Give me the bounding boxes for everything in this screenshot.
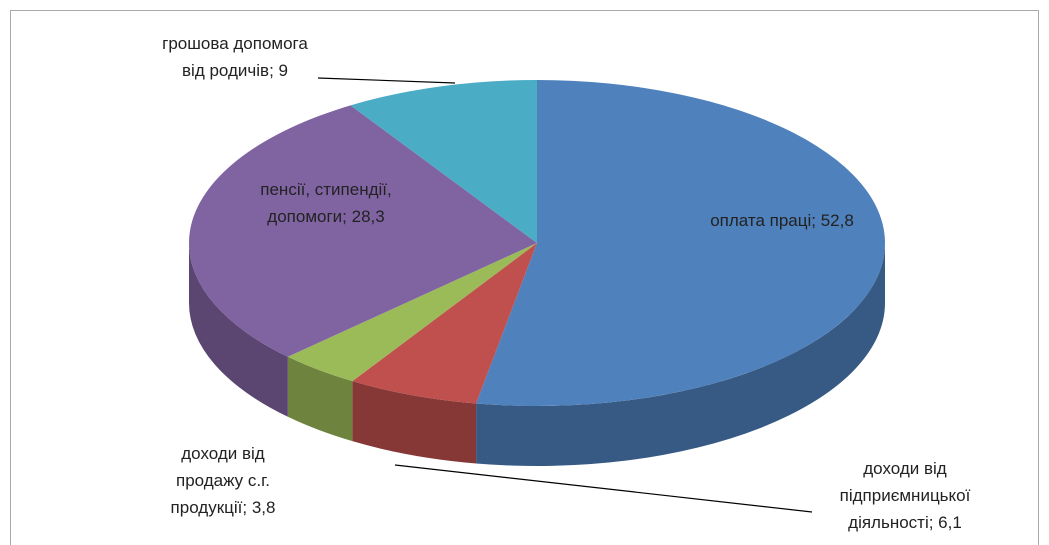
slice	[476, 80, 886, 406]
slice	[287, 243, 537, 382]
slice	[189, 105, 537, 357]
chart-border	[10, 10, 1039, 545]
data-label: пенсії, стипендії, допомоги; 28,3	[260, 180, 392, 226]
data-label: грошова допомога від родичів; 9	[162, 34, 308, 80]
data-label: оплата праці; 52,8	[710, 211, 854, 230]
slice-side	[476, 243, 885, 466]
slice-side	[189, 243, 288, 417]
slice-side	[287, 356, 353, 442]
slice-side	[352, 381, 477, 464]
slice	[352, 243, 537, 404]
slice	[350, 80, 537, 243]
data-label: доходи від підприємницької діяльності; 6…	[839, 459, 971, 532]
leader-line	[317, 77, 456, 84]
data-label: доходи від продажу с.г. продукції; 3,8	[170, 444, 276, 517]
leader-line	[394, 464, 813, 513]
